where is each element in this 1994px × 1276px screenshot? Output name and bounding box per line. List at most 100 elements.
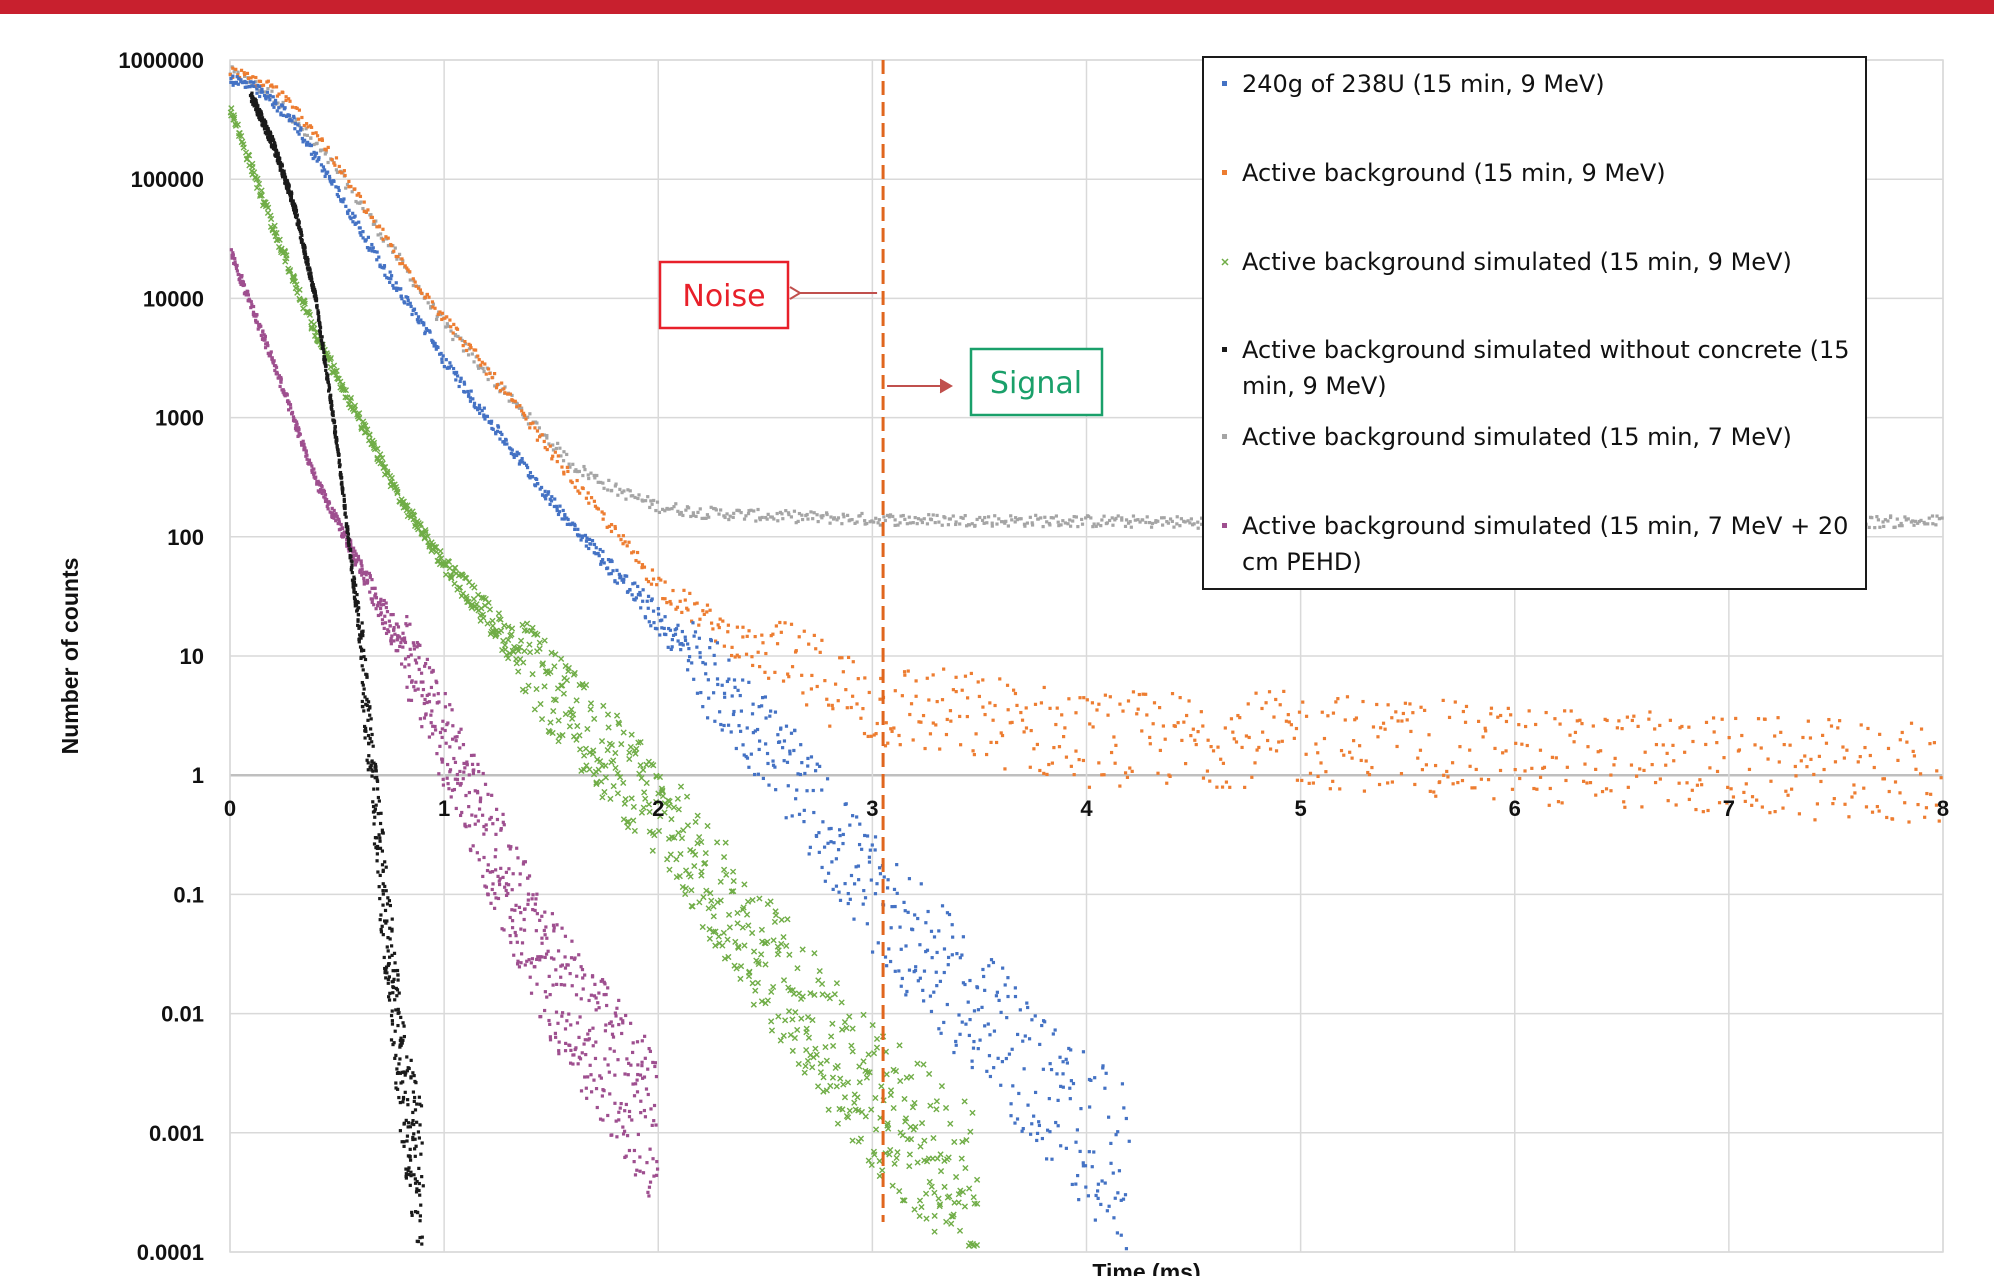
data-point bbox=[790, 990, 798, 998]
data-point bbox=[268, 352, 273, 356]
data-point bbox=[299, 240, 304, 244]
data-point bbox=[1084, 1185, 1088, 1189]
data-point bbox=[399, 662, 404, 666]
data-point bbox=[1700, 783, 1704, 787]
data-point bbox=[921, 1137, 928, 1144]
data-point bbox=[555, 738, 562, 745]
data-point bbox=[541, 683, 548, 690]
data-point bbox=[440, 760, 444, 764]
data-point bbox=[297, 222, 301, 226]
data-point bbox=[539, 660, 547, 667]
data-point bbox=[1045, 772, 1049, 777]
data-point bbox=[292, 202, 297, 206]
data-point bbox=[741, 678, 745, 682]
data-point bbox=[695, 601, 699, 605]
data-point bbox=[777, 740, 782, 744]
data-point bbox=[584, 496, 589, 500]
data-point bbox=[502, 439, 506, 444]
data-point bbox=[682, 885, 690, 892]
data-point bbox=[1287, 720, 1291, 724]
data-point bbox=[971, 1046, 976, 1050]
data-point bbox=[635, 550, 640, 555]
data-point bbox=[592, 551, 596, 555]
data-point bbox=[1904, 518, 1908, 522]
data-point bbox=[739, 709, 743, 713]
data-point bbox=[1866, 726, 1870, 731]
data-point bbox=[1067, 697, 1071, 701]
data-point bbox=[558, 446, 562, 450]
data-point bbox=[424, 661, 428, 666]
data-point bbox=[599, 562, 603, 566]
data-point bbox=[1061, 1060, 1065, 1064]
data-point bbox=[1564, 778, 1568, 783]
data-point bbox=[558, 655, 565, 662]
data-point bbox=[654, 1123, 658, 1127]
data-point bbox=[916, 517, 921, 521]
data-point bbox=[1591, 724, 1595, 728]
data-point bbox=[1091, 525, 1095, 529]
data-point bbox=[286, 190, 290, 195]
data-point bbox=[1006, 994, 1010, 999]
data-point bbox=[245, 71, 250, 76]
data-point bbox=[388, 474, 395, 482]
data-point bbox=[663, 509, 667, 513]
data-point bbox=[723, 515, 727, 520]
data-point bbox=[396, 649, 400, 653]
data-point bbox=[972, 1009, 977, 1013]
data-point bbox=[988, 1074, 993, 1079]
data-point bbox=[670, 507, 674, 511]
data-point bbox=[1916, 521, 1920, 525]
data-point bbox=[1194, 742, 1198, 747]
data-point bbox=[258, 187, 265, 194]
data-point bbox=[1643, 750, 1647, 754]
data-point bbox=[620, 578, 624, 582]
data-point bbox=[599, 979, 603, 983]
data-point bbox=[1473, 786, 1477, 790]
data-point bbox=[229, 80, 233, 84]
data-point bbox=[237, 77, 241, 81]
data-point bbox=[451, 580, 458, 587]
data-point bbox=[1221, 761, 1226, 765]
data-point bbox=[534, 631, 541, 638]
data-point bbox=[577, 953, 581, 957]
data-point bbox=[719, 942, 726, 949]
data-point bbox=[1003, 767, 1007, 771]
data-point bbox=[794, 965, 801, 972]
data-point bbox=[1428, 789, 1432, 793]
data-point bbox=[1004, 519, 1008, 523]
data-point bbox=[282, 389, 286, 393]
data-point bbox=[1782, 742, 1786, 747]
data-point bbox=[520, 941, 525, 945]
data-point bbox=[344, 186, 348, 190]
data-point bbox=[503, 385, 507, 389]
data-point bbox=[1747, 767, 1752, 772]
data-point bbox=[1196, 730, 1200, 734]
data-point bbox=[1554, 756, 1558, 760]
data-point bbox=[703, 887, 710, 894]
data-point bbox=[1154, 519, 1158, 523]
data-point bbox=[761, 776, 765, 781]
data-point bbox=[305, 133, 309, 138]
data-point bbox=[558, 504, 562, 508]
data-point bbox=[513, 930, 517, 935]
data-point bbox=[966, 1185, 973, 1192]
data-point bbox=[884, 1120, 891, 1127]
data-point bbox=[616, 720, 623, 728]
data-point bbox=[1161, 724, 1165, 728]
data-point bbox=[1433, 763, 1438, 768]
data-point bbox=[283, 394, 287, 398]
data-point bbox=[1831, 801, 1835, 806]
data-point bbox=[630, 817, 637, 824]
data-point bbox=[715, 933, 722, 940]
data-point bbox=[409, 653, 413, 657]
data-point bbox=[1698, 778, 1702, 782]
data-point bbox=[597, 554, 601, 558]
data-point bbox=[652, 1103, 657, 1108]
data-point bbox=[483, 417, 487, 421]
data-point bbox=[260, 90, 264, 94]
data-point bbox=[1530, 766, 1534, 770]
data-point bbox=[631, 550, 636, 554]
data-point bbox=[381, 237, 385, 241]
data-point bbox=[451, 724, 455, 728]
data-point bbox=[569, 1048, 573, 1052]
